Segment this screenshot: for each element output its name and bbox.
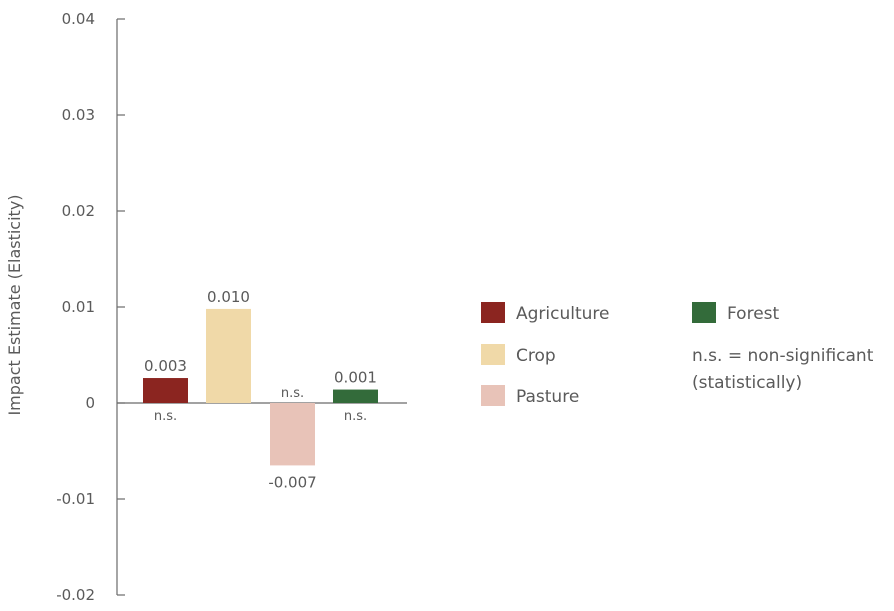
- ns-label-pasture: n.s.: [281, 386, 304, 401]
- y-tick-label: -0.02: [56, 586, 95, 604]
- bar-crop: [206, 308, 251, 403]
- legend-label-agriculture: Agriculture: [516, 304, 610, 324]
- y-tick-label: -0.01: [56, 490, 95, 508]
- legend-swatch-agriculture: [481, 302, 505, 323]
- y-tick-label: 0.02: [62, 202, 95, 220]
- bar-agriculture: [143, 378, 188, 403]
- data-label-pasture: -0.007: [268, 473, 316, 491]
- legend-label-crop: Crop: [516, 346, 556, 366]
- data-label-agriculture: 0.003: [144, 357, 187, 375]
- legend-label-pasture: Pasture: [516, 387, 579, 407]
- legend-note-line1: n.s. = non-significant: [692, 346, 874, 366]
- data-label-forest: 0.001: [334, 369, 377, 387]
- y-tick-label: 0.03: [62, 106, 95, 124]
- y-axis-label: Impact Estimate (Elasticity): [5, 194, 24, 415]
- legend-swatch-crop: [481, 344, 505, 365]
- bar-forest: [333, 389, 378, 403]
- legend-note-line2: (statistically): [692, 373, 802, 393]
- bar-pasture: [270, 403, 315, 466]
- y-tick-label: 0: [85, 394, 95, 412]
- data-label-crop: 0.010: [207, 288, 250, 306]
- bars: 0.003 n.s. 0.010 -0.007 n.s. 0.001 n.s.: [143, 288, 378, 491]
- y-axis: 0.040.030.020.010-0.01-0.02: [56, 10, 407, 604]
- legend-label-forest: Forest: [727, 304, 780, 324]
- legend: Agriculture Crop Pasture Forest: [481, 302, 780, 407]
- ns-label-forest: n.s.: [344, 409, 367, 424]
- legend-swatch-forest: [692, 302, 716, 323]
- y-tick-label: 0.04: [62, 10, 95, 28]
- y-tick-label: 0.01: [62, 298, 95, 316]
- ns-label-agriculture: n.s.: [154, 409, 177, 424]
- legend-swatch-pasture: [481, 385, 505, 406]
